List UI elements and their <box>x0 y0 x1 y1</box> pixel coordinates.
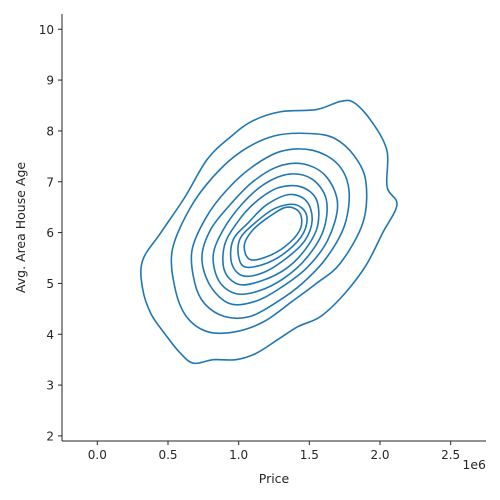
x-axis-label: Price <box>259 471 290 486</box>
contour-line <box>243 206 303 261</box>
x-tick-label: 1.5 <box>300 448 319 462</box>
contour-line <box>237 203 308 269</box>
y-axis-ticks: 2 3 4 5 6 7 8 9 10 <box>39 23 62 443</box>
x-tick-label: 2.0 <box>370 448 389 462</box>
x-tick-label: 0.5 <box>158 448 177 462</box>
x-tick-label: 1.0 <box>229 448 248 462</box>
x-axis-ticks: 0.0 0.5 1.0 1.5 2.0 2.5 <box>88 441 460 462</box>
y-tick-label: 5 <box>46 277 54 291</box>
contour-line <box>170 132 368 335</box>
y-tick-label: 4 <box>46 328 54 342</box>
y-tick-label: 3 <box>46 379 54 393</box>
contour-line <box>190 148 351 320</box>
y-tick-label: 7 <box>46 175 54 189</box>
x-tick-label: 2.5 <box>441 448 460 462</box>
y-axis-label: Avg. Area House Age <box>13 162 28 293</box>
y-tick-label: 9 <box>46 74 54 88</box>
y-tick-label: 10 <box>39 23 54 37</box>
contour-line <box>222 184 320 286</box>
contour-line <box>140 99 398 365</box>
y-tick-label: 8 <box>46 124 54 138</box>
y-tick-label: 6 <box>46 226 54 240</box>
density-contours <box>140 99 398 365</box>
x-tick-label: 0.0 <box>88 448 107 462</box>
x-axis-offset-label: 1e6 <box>462 457 486 472</box>
y-tick-label: 2 <box>46 429 54 443</box>
contour-line <box>229 193 314 278</box>
contour-line <box>212 173 328 296</box>
contour-line <box>201 162 339 306</box>
